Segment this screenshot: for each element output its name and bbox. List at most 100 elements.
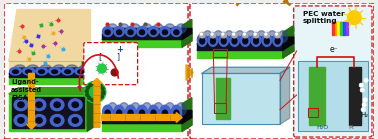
Ellipse shape (32, 115, 46, 126)
Circle shape (275, 32, 280, 38)
Ellipse shape (78, 70, 84, 73)
Ellipse shape (171, 27, 181, 37)
Ellipse shape (151, 110, 156, 117)
Ellipse shape (9, 67, 21, 75)
Ellipse shape (153, 103, 163, 116)
Circle shape (86, 93, 89, 96)
Circle shape (87, 86, 89, 89)
Polygon shape (197, 44, 283, 50)
Circle shape (347, 11, 361, 24)
Ellipse shape (246, 31, 255, 42)
Ellipse shape (160, 105, 170, 119)
Bar (335, 22, 337, 35)
Ellipse shape (219, 34, 229, 46)
Polygon shape (197, 37, 294, 44)
Circle shape (210, 32, 216, 38)
Circle shape (364, 78, 368, 82)
Ellipse shape (67, 65, 77, 72)
Circle shape (98, 98, 101, 101)
Ellipse shape (18, 102, 24, 107)
Bar (214, 103, 226, 113)
Circle shape (96, 83, 99, 85)
Bar (202, 73, 280, 124)
Ellipse shape (114, 27, 124, 37)
Ellipse shape (273, 34, 282, 46)
Ellipse shape (221, 38, 226, 44)
Circle shape (232, 32, 237, 38)
Ellipse shape (119, 103, 129, 116)
Polygon shape (283, 25, 294, 58)
Polygon shape (12, 97, 84, 128)
Circle shape (265, 33, 267, 35)
Circle shape (84, 81, 106, 103)
Ellipse shape (128, 110, 133, 117)
Circle shape (111, 69, 118, 76)
FancyBboxPatch shape (190, 3, 374, 139)
Polygon shape (102, 33, 192, 39)
Ellipse shape (50, 115, 64, 126)
Bar (308, 108, 318, 117)
Polygon shape (102, 117, 182, 123)
Circle shape (222, 33, 224, 35)
Ellipse shape (75, 67, 87, 75)
Circle shape (92, 82, 95, 85)
Ellipse shape (139, 30, 145, 35)
Ellipse shape (278, 31, 288, 42)
Polygon shape (330, 22, 349, 35)
Ellipse shape (54, 118, 60, 123)
Bar (349, 67, 361, 125)
Ellipse shape (230, 34, 239, 46)
Text: Ligand-
assisted
EISA: Ligand- assisted EISA (11, 79, 42, 101)
Ellipse shape (18, 118, 24, 123)
Polygon shape (102, 117, 192, 123)
Polygon shape (87, 72, 96, 84)
Circle shape (85, 90, 88, 93)
Ellipse shape (68, 99, 82, 111)
Ellipse shape (174, 30, 179, 35)
Ellipse shape (214, 31, 223, 42)
Polygon shape (102, 110, 192, 117)
Polygon shape (87, 68, 96, 77)
Circle shape (362, 103, 366, 107)
Polygon shape (102, 28, 192, 35)
Ellipse shape (177, 24, 186, 33)
Ellipse shape (165, 103, 175, 116)
FancyBboxPatch shape (84, 43, 138, 85)
Ellipse shape (240, 34, 250, 46)
Bar (343, 22, 345, 35)
Ellipse shape (68, 115, 82, 126)
Polygon shape (9, 94, 87, 131)
FancyBboxPatch shape (294, 6, 372, 137)
Text: Pt: Pt (349, 125, 355, 130)
Ellipse shape (163, 30, 167, 35)
Circle shape (264, 32, 270, 38)
Bar (297, 61, 368, 131)
Ellipse shape (12, 70, 19, 73)
Ellipse shape (211, 38, 215, 44)
Ellipse shape (137, 27, 147, 37)
Polygon shape (87, 61, 96, 84)
Ellipse shape (130, 24, 140, 33)
Polygon shape (186, 65, 193, 80)
Text: [   ]: [ ] (98, 52, 121, 61)
Circle shape (101, 95, 103, 98)
Ellipse shape (165, 24, 175, 33)
Polygon shape (182, 117, 192, 131)
Polygon shape (9, 88, 97, 94)
Ellipse shape (116, 110, 122, 117)
Ellipse shape (137, 105, 147, 119)
Circle shape (200, 33, 202, 35)
Ellipse shape (105, 110, 110, 117)
Polygon shape (102, 113, 182, 122)
Ellipse shape (174, 110, 179, 117)
Text: +: + (116, 45, 123, 54)
Bar (332, 22, 335, 35)
Ellipse shape (36, 67, 47, 75)
Text: e⁻: e⁻ (330, 45, 338, 54)
Ellipse shape (54, 102, 60, 107)
Circle shape (243, 33, 245, 35)
Ellipse shape (14, 115, 28, 126)
Ellipse shape (153, 24, 163, 33)
Ellipse shape (72, 118, 78, 123)
Ellipse shape (62, 67, 74, 75)
